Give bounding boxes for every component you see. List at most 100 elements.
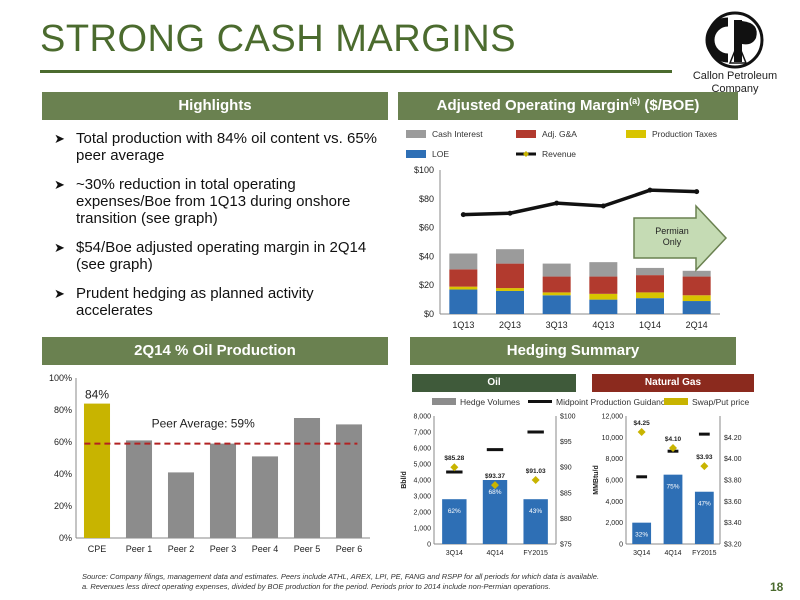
legend-label: LOE [432, 149, 449, 159]
y2-tick-label: $3.60 [724, 499, 742, 506]
oil-bar [167, 472, 195, 538]
revenue-point [694, 189, 700, 195]
y-tick-label: 4,000 [413, 478, 431, 485]
oil-bar [209, 443, 237, 538]
y-tick-label: 6,000 [413, 446, 431, 453]
title-rule [40, 70, 672, 73]
y-tick-label: 40% [54, 469, 72, 479]
margin-header: Adjusted Operating Margin(a) ($/BOE) [398, 92, 738, 120]
footnote-a: a. Revenues less direct operating expens… [82, 582, 551, 591]
y-tick-label: 100% [49, 373, 72, 383]
oil-hedge-chart: 0 1,000 2,000 3,000 4,000 5,000 6,000 7,000 8,00… [401, 414, 576, 558]
y2-tick-label: $85 [560, 490, 572, 497]
callon-cp-logo-icon [705, 11, 764, 69]
legend-swatch [406, 130, 426, 138]
margin-bar-segment [449, 253, 478, 270]
callout-label-line: Permian [655, 226, 689, 236]
margin-bar-segment [589, 293, 618, 300]
x-tick-label: 4Q14 [486, 550, 503, 557]
x-tick-label: 2Q13 [499, 320, 521, 330]
hedge-volume-bar [632, 522, 652, 544]
margin-bar-segment [589, 299, 618, 314]
x-tick-label: FY2015 [692, 550, 717, 557]
x-tick-label: 3Q13 [546, 320, 568, 330]
legend-label: Cash Interest [432, 129, 483, 139]
y-tick-label: 20% [54, 501, 72, 511]
margin-bar-segment [449, 289, 478, 314]
margin-bar-segment [496, 288, 524, 291]
y-tick-label: 10,000 [602, 435, 624, 442]
highlight-bullet: ➤ ~30% reduction in total operating expen… [54, 176, 351, 227]
arrow-bullet-icon: ➤ [54, 240, 65, 255]
footnote: Source: Company filings, management data… [82, 572, 742, 592]
volume-label: 75% [666, 484, 679, 491]
margin-bar-segment [682, 276, 711, 296]
margin-bar-segment [449, 286, 478, 290]
y-tick-label: 8,000 [413, 414, 431, 421]
margin-bar-segment [542, 276, 571, 293]
margin-bar-segment [589, 276, 618, 294]
callout-label-line: Only [663, 237, 682, 247]
y-tick-label: 5,000 [413, 462, 431, 469]
margin-bar-segment [449, 269, 478, 287]
y-tick-label: 60% [54, 437, 72, 447]
y-tick-label: 12,000 [602, 414, 624, 421]
swap-price-marker [637, 428, 646, 436]
revenue-point [507, 210, 513, 216]
highlights-header: Highlights [42, 92, 388, 120]
y2-tick-label: $100 [560, 414, 576, 421]
page-number: 18 [770, 580, 784, 594]
x-tick-label: Peer 1 [126, 544, 153, 554]
y-tick-label: $0 [424, 309, 434, 319]
price-label: $85.28 [444, 455, 464, 462]
hedge-volume-bar [482, 480, 508, 544]
margin-bar-segment [636, 267, 664, 276]
y2-tick-label: $75 [560, 542, 572, 549]
margin-bar-segment [636, 275, 664, 293]
margin-bar-segment [636, 292, 664, 299]
margin-bar-segment [682, 295, 711, 302]
oil-production-chart: 0% 20% 40% 60% 80% 100% CPE Peer 1 Peer 2 Peer 3 P… [49, 373, 370, 554]
margin-bar-segment [589, 262, 618, 277]
arrow-bullet-icon: ➤ [54, 177, 65, 192]
y-axis-title: Bbl/d [401, 471, 408, 489]
legend-swatch [523, 151, 529, 157]
swap-price-marker [669, 444, 677, 452]
legend-label: Adj. G&A [542, 129, 577, 139]
logo-name-line1: Callon Petroleum [692, 70, 778, 82]
price-label: $4.10 [665, 436, 682, 443]
swap-price-marker [491, 481, 499, 490]
y-tick-label: 4,000 [605, 499, 623, 506]
hedge-volume-bar [442, 499, 467, 544]
oil-bar [251, 456, 279, 538]
x-tick-label: 2Q14 [686, 320, 708, 330]
x-tick-label: Peer 6 [336, 544, 363, 554]
price-label: $93.37 [485, 473, 505, 480]
x-tick-label: 1Q14 [639, 320, 661, 330]
margin-bar-segment [496, 290, 524, 314]
revenue-point [554, 200, 560, 206]
legend-label: Production Taxes [652, 129, 717, 139]
price-label: $91.03 [526, 468, 546, 475]
hedge-legend-label: Midpoint Production Guidance [556, 397, 670, 407]
page-title: STRONG CASH MARGINS [40, 18, 517, 60]
y-axis-title: MMBtu/d [593, 465, 600, 495]
x-tick-label: 4Q13 [592, 320, 614, 330]
margin-bar-segment [542, 292, 571, 296]
y-tick-label: $40 [419, 251, 434, 261]
y-tick-label: 2,000 [413, 510, 431, 517]
margin-bar-segment [542, 263, 571, 277]
y-tick-label: 2,000 [605, 520, 623, 527]
x-tick-label: 1Q13 [452, 320, 474, 330]
hedge-volumes-swatch [432, 398, 456, 405]
guidance-swatch [528, 400, 552, 403]
x-tick-label: Peer 4 [252, 544, 279, 554]
x-tick-label: Peer 2 [168, 544, 195, 554]
footnote-source: Source: Company filings, management data… [82, 572, 600, 581]
margin-bar-segment [682, 301, 711, 314]
highlight-bullet: ➤ Prudent hedging as planned activity acc… [54, 285, 314, 319]
y-tick-label: $100 [414, 165, 434, 175]
revenue-point [600, 203, 606, 209]
volume-label: 32% [635, 532, 648, 539]
gas-hedge-title: Natural Gas [592, 374, 754, 392]
